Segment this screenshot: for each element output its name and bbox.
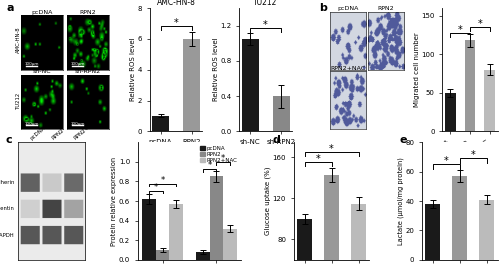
Bar [479,199,494,260]
Bar [242,39,258,131]
Y-axis label: Protein relative expression: Protein relative expression [112,157,117,245]
Text: *: * [174,18,178,28]
Text: pcDNA: pcDNA [30,125,47,141]
Text: GAPDH: GAPDH [0,233,15,237]
Text: *: * [444,156,448,166]
Text: RPN2+NAC: RPN2+NAC [73,117,100,141]
Text: Vimentin: Vimentin [0,206,15,211]
Text: *: * [263,20,268,30]
Bar [223,229,236,260]
Text: *: * [316,154,320,163]
Bar [297,219,312,268]
Text: AMC-HN-8: AMC-HN-8 [16,27,21,53]
Text: *: * [208,161,212,170]
Bar [196,252,209,260]
Text: a: a [6,3,14,13]
Bar [445,93,456,131]
Legend: pcDNA, RPN2, RPN2+NAC: pcDNA, RPN2, RPN2+NAC [198,145,238,164]
Text: TU212: TU212 [16,92,21,109]
Bar [210,176,223,260]
Y-axis label: Relative ROS level: Relative ROS level [213,38,219,102]
Text: *: * [478,19,482,29]
Text: *: * [221,154,225,163]
Text: c: c [6,135,12,145]
Bar [152,116,169,131]
Text: *: * [458,25,462,35]
Bar [351,204,366,268]
Y-axis label: Lactate (μmol/mg protein): Lactate (μmol/mg protein) [398,157,404,245]
Y-axis label: Migrated cell number: Migrated cell number [414,32,420,107]
Text: RPN2: RPN2 [52,128,66,141]
Bar [183,39,200,131]
Text: *: * [154,183,158,192]
Title: AMC-HN-8: AMC-HN-8 [156,0,196,7]
Bar [425,204,440,260]
Bar [484,70,495,131]
Text: *: * [329,144,334,154]
Text: b: b [320,3,328,13]
Bar [156,250,170,260]
Bar [142,199,156,260]
Y-axis label: Glucose uptake (%): Glucose uptake (%) [264,167,271,235]
Bar [464,40,475,131]
Bar [170,204,182,260]
Y-axis label: Relative ROS level: Relative ROS level [130,38,136,102]
Bar [272,96,289,131]
Bar [452,176,467,260]
Text: d: d [272,135,280,145]
Text: E-cadherin: E-cadherin [0,180,15,185]
Text: *: * [471,150,476,161]
Text: e: e [399,135,406,145]
Text: *: * [160,176,164,185]
Bar [324,175,339,268]
Title: TU212: TU212 [254,0,278,7]
